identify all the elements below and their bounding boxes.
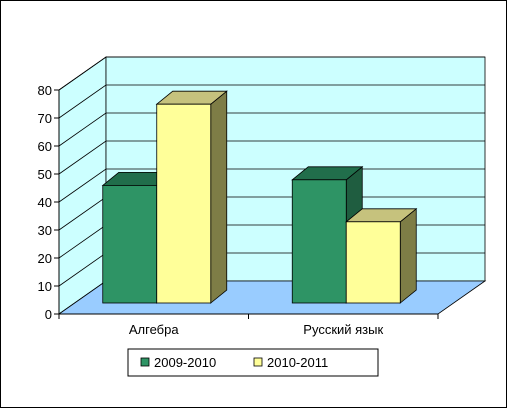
- x-tick-label: Алгебра: [129, 322, 179, 337]
- y-tick-label: 10: [38, 279, 52, 294]
- y-tick-label: 50: [38, 167, 52, 182]
- y-tick-label: 80: [38, 83, 52, 98]
- y-tick-label: 30: [38, 223, 52, 238]
- bar-2010-2011-русский-язык: [345, 221, 401, 304]
- bars: [101, 90, 418, 304]
- y-axis: 0 10 20 30 40 50 60 70 80: [38, 83, 60, 322]
- y-tick-label: 60: [38, 139, 52, 154]
- bar-2009-2010-русский-язык: [291, 179, 347, 304]
- gridline: [58, 84, 485, 119]
- y-tick-label: 70: [38, 111, 52, 126]
- x-axis: Алгебра Русский язык: [58, 313, 439, 337]
- legend-swatch: [253, 357, 263, 367]
- y-tick-label: 0: [45, 307, 52, 322]
- y-tick-label: 40: [38, 195, 52, 210]
- bar-side-1-1: [399, 207, 417, 304]
- legend-label: 2010-2011: [267, 355, 328, 370]
- legend-swatch: [140, 357, 150, 367]
- bar-2010-2011-алгебра: [156, 103, 212, 304]
- bar-2009-2010-алгебра: [102, 184, 158, 304]
- legend-box: [127, 348, 379, 377]
- y-tick-label: 20: [38, 251, 52, 266]
- gridline: [58, 112, 485, 147]
- legend-label: 2009-2010: [154, 355, 216, 370]
- gridline: [58, 56, 485, 91]
- x-tick-label: Русский язык: [303, 322, 383, 337]
- gridline: [58, 140, 485, 175]
- legend: 2009-2010 2010-2011: [127, 348, 379, 377]
- bar-side-1-0: [210, 90, 228, 304]
